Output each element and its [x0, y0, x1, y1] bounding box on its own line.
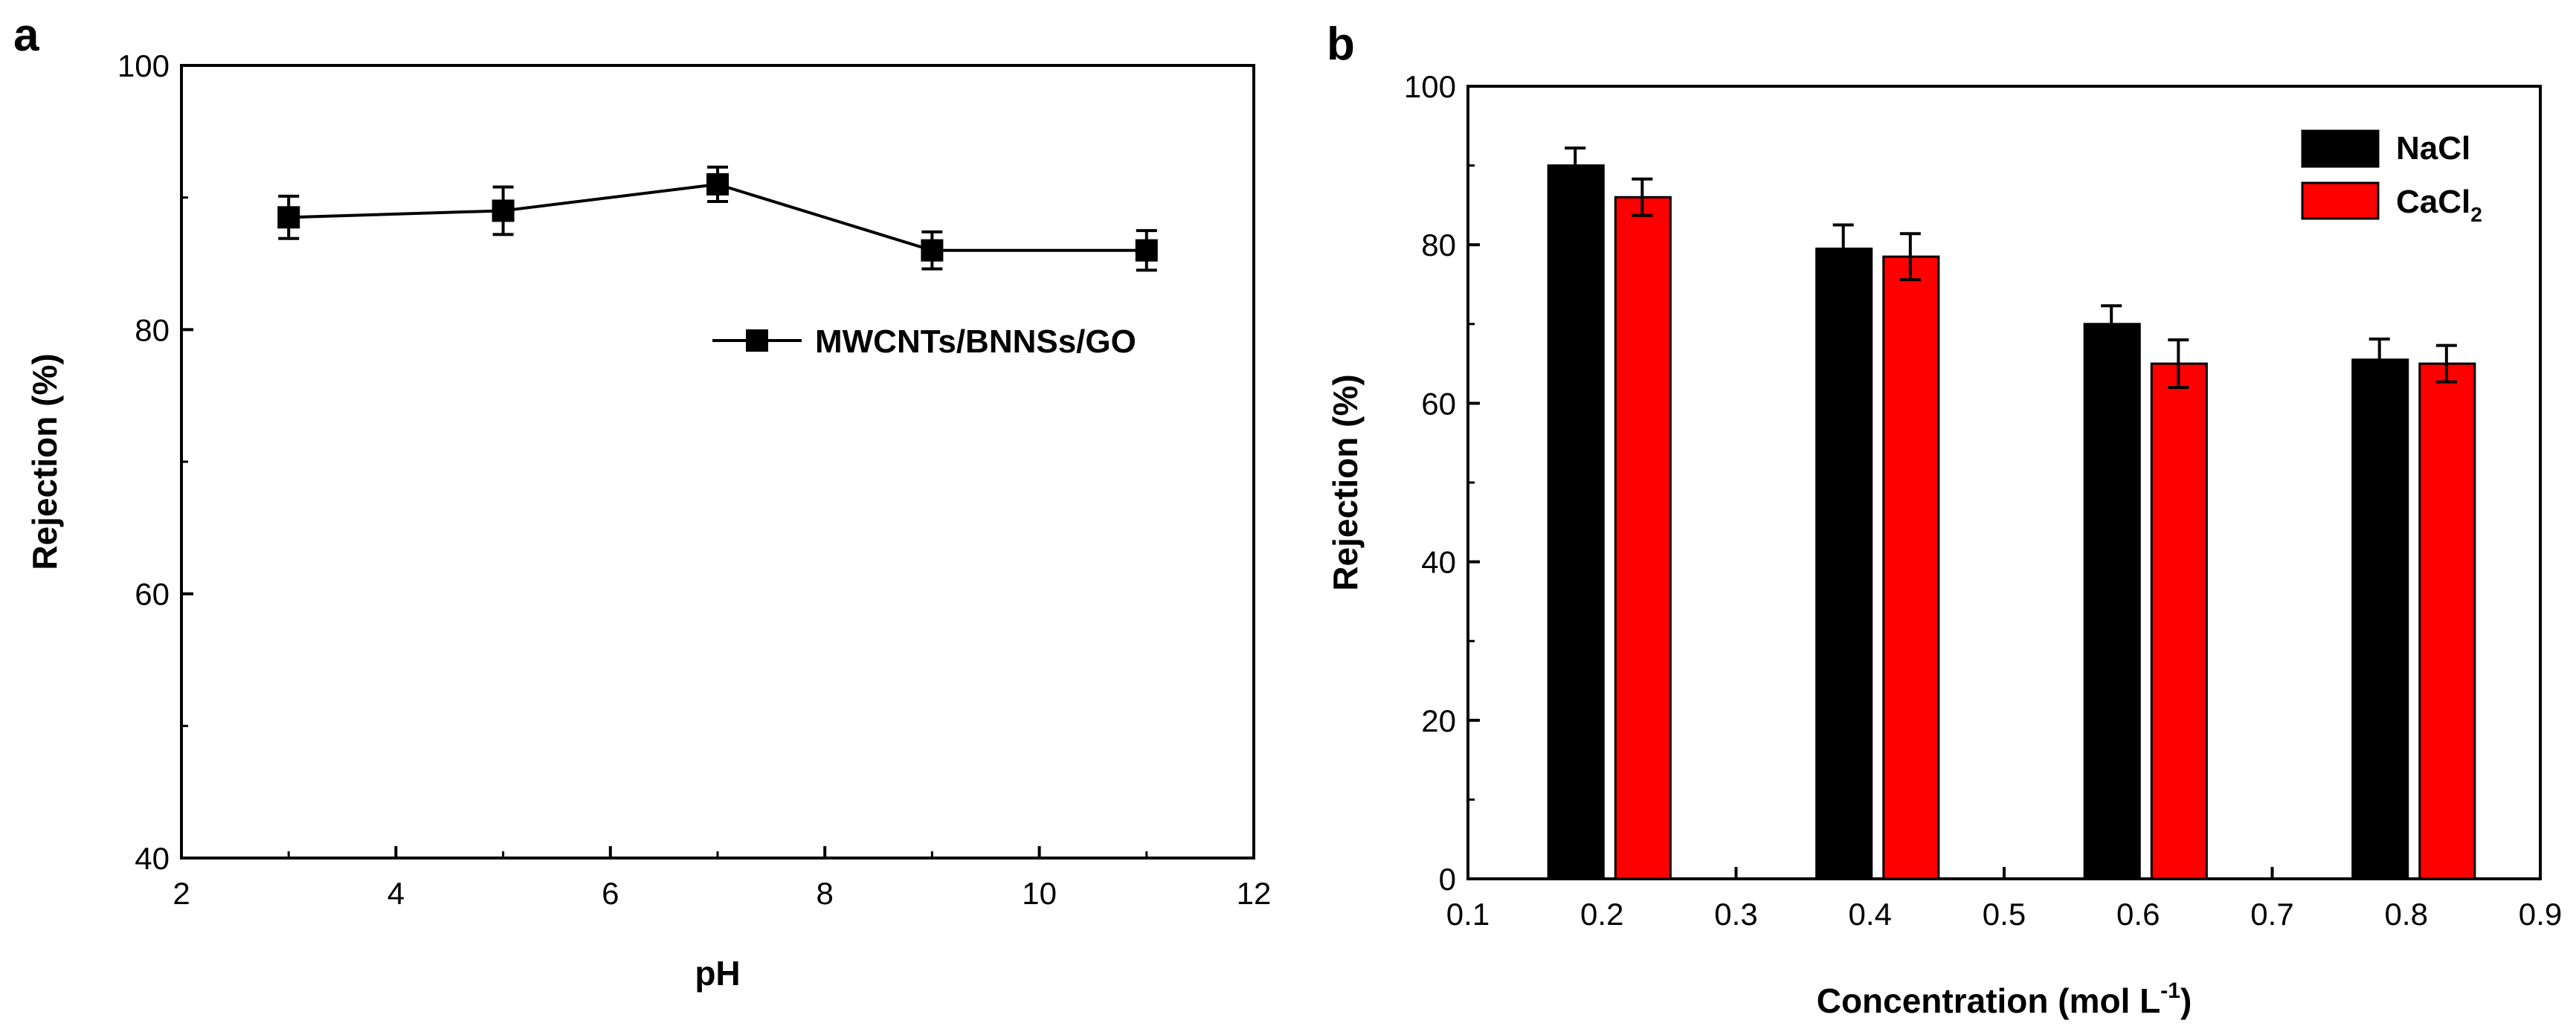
bar-cacl2: [2418, 362, 2476, 880]
panel-b-y-tick-label: 0: [1439, 862, 1456, 897]
bar-cacl2: [1882, 255, 1940, 880]
legend-swatch-nacl: [2301, 129, 2380, 168]
panel-b-x-tick-label: 0.7: [2250, 897, 2293, 932]
bar-nacl: [2083, 323, 2141, 880]
panel-b-x-axis: 0.1 0.2 0.3 0.4 0.5 0.6 0.7 0.8 0.9: [1446, 867, 2562, 932]
legend-label-cacl2-main: CaCl: [2396, 184, 2470, 220]
panel-a-y-tick-label: 40: [135, 841, 170, 876]
panel-a-legend-label: MWCNTs/BNNSs/GO: [815, 323, 1136, 360]
panel-a-x-tick-label: 10: [1022, 876, 1057, 911]
panel-a: a 40 60 80 100 2 4 6 8 10 12 pH Rejection (%) MW…: [13, 10, 1271, 993]
panel-a-x-tick-label: 4: [387, 876, 405, 911]
panel-b-x-tick-label: 0.6: [2116, 897, 2160, 932]
panel-a-series: [277, 165, 1158, 272]
bar-nacl: [1815, 248, 1873, 880]
panel-b-x-tick-label: 0.4: [1849, 897, 1892, 932]
panel-b-x-axis-label: Concentration (mol L-1): [1817, 978, 2192, 1020]
panel-a-x-axis: 2 4 6 8 10 12: [173, 846, 1271, 911]
panel-a-label: a: [13, 10, 39, 61]
panel-b-x-tick-label: 0.1: [1446, 897, 1490, 932]
panel-a-x-tick-label: 6: [602, 876, 619, 911]
panel-b-x-axis-label-sup: -1: [2160, 978, 2180, 1003]
panel-b-x-axis-label-main: Concentration (mol L: [1817, 981, 2161, 1020]
legend-label-cacl2-sub: 2: [2470, 203, 2482, 226]
panel-b-x-tick-label: 0.3: [1714, 897, 1757, 932]
panel-b-y-tick-label: 80: [1421, 228, 1456, 262]
legend-label-nacl-main: NaCl: [2396, 130, 2470, 167]
panel-a-y-axis: 40 60 80 100: [117, 48, 193, 876]
panel-b-bars: [1547, 146, 2476, 880]
bar-cacl2: [2150, 362, 2208, 880]
panel-b-y-axis-label: Rejection (%): [1326, 374, 1365, 590]
panel-a-y-axis-label: Rejection (%): [25, 353, 64, 570]
legend-label-nacl: NaCl: [2396, 130, 2470, 167]
panel-b-y-tick-label: 100: [1404, 69, 1456, 104]
panel-b-x-tick-label: 0.9: [2519, 897, 2562, 932]
panel-b-legend: NaCl CaCl2: [2301, 129, 2482, 226]
panel-b-y-axis: 0 20 40 60 80 100: [1404, 69, 1480, 897]
panel-a-x-tick-label: 12: [1237, 876, 1272, 911]
panel-a-data-point: [1135, 239, 1158, 262]
panel-b-x-tick-label: 0.8: [2385, 897, 2428, 932]
panel-a-data-point: [921, 239, 944, 262]
legend-label-cacl2: CaCl2: [2396, 184, 2482, 226]
panel-a-legend: MWCNTs/BNNSs/GO: [712, 323, 1136, 360]
panel-b-y-tick-label: 60: [1421, 386, 1456, 421]
panel-b-x-tick-label: 0.2: [1580, 897, 1623, 932]
panel-a-x-tick-label: 2: [173, 876, 190, 911]
panel-a-data-point: [277, 206, 300, 229]
panel-b-x-axis-label-end: ): [2180, 981, 2192, 1020]
bar-nacl: [1547, 164, 1605, 880]
bar-cacl2: [1614, 196, 1672, 880]
panel-a-x-axis-label: pH: [695, 954, 740, 993]
panel-a-data-point: [492, 199, 515, 222]
panel-b-label: b: [1327, 19, 1355, 70]
panel-a-data-point: [706, 172, 729, 196]
panel-a-y-tick-label: 100: [117, 48, 170, 83]
bar-nacl: [2351, 358, 2409, 880]
panel-a-y-tick-label: 60: [135, 577, 170, 612]
panel-b-y-tick-label: 40: [1421, 545, 1456, 580]
panel-a-legend-marker: [746, 329, 768, 352]
panel-b-y-tick-label: 20: [1421, 703, 1456, 738]
panel-a-y-tick-label: 80: [135, 312, 170, 347]
legend-swatch-cacl2: [2301, 181, 2380, 220]
panel-b-x-tick-label: 0.5: [1983, 897, 2026, 932]
panel-a-x-tick-label: 8: [817, 876, 834, 911]
